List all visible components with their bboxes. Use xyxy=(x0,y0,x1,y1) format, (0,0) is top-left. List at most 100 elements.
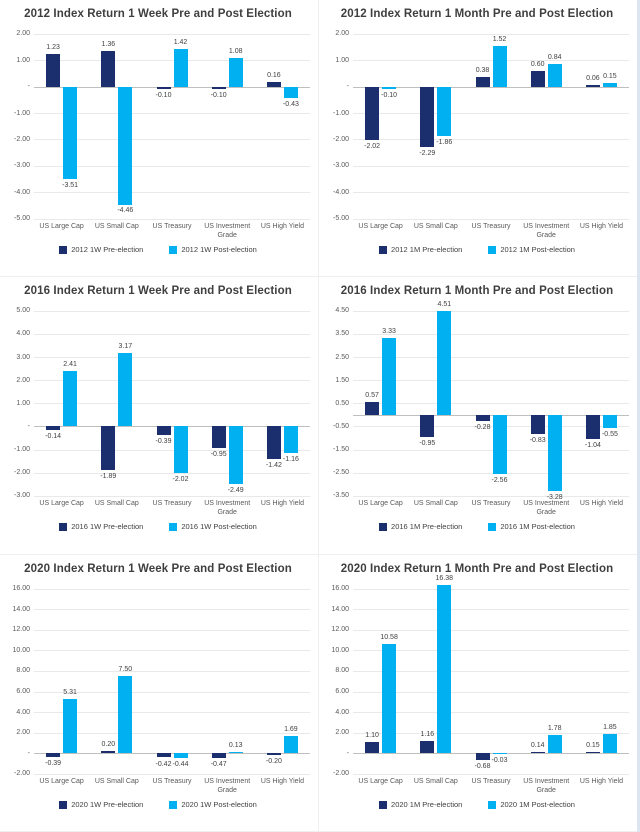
gridline xyxy=(353,588,629,590)
y-tick-label: -1.50 xyxy=(333,446,349,454)
y-axis: 2.00 1.00 - -1.00 -2.00 -3.00 -4.00 -5.00 xyxy=(325,30,353,222)
bar-value-label: -1.04 xyxy=(584,441,601,449)
x-category-label: US High Yield xyxy=(260,222,305,230)
y-tick-label: -4.00 xyxy=(333,188,349,196)
y-tick-label: 4.00 xyxy=(335,708,349,716)
bar-value-label: -0.39 xyxy=(155,438,172,446)
bar-post xyxy=(118,676,133,754)
gridline xyxy=(34,60,310,62)
bar-post xyxy=(602,82,617,87)
x-category-label: US Large Cap xyxy=(39,499,84,507)
chart-2016-1-week: 2016 Index Return 1 Week Pre and Post El… xyxy=(0,277,319,555)
plot-wrap: 5.00 4.00 3.00 2.00 1.00 - -1.00 -2.00 -3.00 -0.… xyxy=(6,307,310,499)
legend: 2016 1W Pre-election 2016 1W Post-electio… xyxy=(6,522,310,531)
gridline xyxy=(34,472,310,474)
bar-post xyxy=(63,370,78,427)
x-category-label: US Investment Grade xyxy=(523,222,570,239)
legend-marker-pre xyxy=(59,522,68,531)
bar-value-label: 0.15 xyxy=(603,72,617,80)
bar-value-label: 1.23 xyxy=(46,44,60,52)
bar-pre xyxy=(46,54,61,87)
y-tick-label: - xyxy=(27,749,30,757)
zero-axis-line xyxy=(353,753,629,755)
bar-post xyxy=(492,46,507,87)
gridline xyxy=(34,218,310,220)
bar-value-label: -0.44 xyxy=(172,760,189,768)
bar-post xyxy=(547,734,562,754)
x-category-label: US Investment Grade xyxy=(523,777,570,794)
bar-pre xyxy=(46,426,61,430)
legend-label: 2020 1M Post-election xyxy=(500,800,575,810)
plot-wrap: 2.00 1.00 - -1.00 -2.00 -3.00 -4.00 -5.00 -2.02… xyxy=(325,30,629,222)
x-axis: US Large Cap US Small Cap US Treasury US In… xyxy=(34,223,310,241)
gridline xyxy=(34,773,310,775)
x-category-label: US Large Cap xyxy=(39,222,84,230)
gridline xyxy=(34,691,310,693)
y-tick-label: 1.00 xyxy=(16,399,30,407)
plot-area: 1.23 -3.51 1.36 -4.46 -0.10 1.42 -0.10 1.08 0.16… xyxy=(34,33,310,220)
zero-axis-line xyxy=(34,86,310,88)
x-category-label: US Treasury xyxy=(471,777,511,785)
zero-axis-line xyxy=(34,753,310,755)
x-category-label: US Investment Grade xyxy=(204,777,251,794)
bar-value-label: -0.39 xyxy=(45,760,62,768)
bar-value-label: 0.38 xyxy=(475,66,490,74)
bar-pre xyxy=(475,414,490,422)
y-tick-label: -3.00 xyxy=(333,162,349,170)
bar-pre xyxy=(365,86,380,141)
y-axis: 16.00 14.00 12.00 10.00 8.00 6.00 4.00 2.00 - -2.… xyxy=(6,585,34,777)
y-tick-label: 2.50 xyxy=(335,353,349,361)
gridline xyxy=(353,495,629,497)
bar-pre xyxy=(530,751,545,754)
y-axis: 16.00 14.00 12.00 10.00 8.00 6.00 4.00 2.00 - -2.… xyxy=(325,585,353,778)
bar-value-label: 2.41 xyxy=(63,360,77,368)
legend-label: 2012 1M Pre-election xyxy=(391,245,463,255)
y-tick-label: - xyxy=(346,83,349,91)
bar-value-label: 3.33 xyxy=(382,327,396,335)
bar-value-label: -2.02 xyxy=(364,142,381,150)
chart-title: 2020 Index Return 1 Month Pre and Post E… xyxy=(340,563,614,575)
bar-value-label: -4.46 xyxy=(117,207,134,215)
bar-post xyxy=(173,753,188,758)
legend-label: 2020 1W Pre-election xyxy=(71,800,144,810)
gridline xyxy=(34,712,310,714)
legend-label: 2016 1M Post-election xyxy=(500,522,575,532)
y-tick-label: 4.50 xyxy=(335,307,349,315)
legend: 2020 1W Pre-election 2020 1W Post-electio… xyxy=(6,800,310,809)
legend-item: 2020 1M Post-election xyxy=(488,800,575,809)
bar-pre xyxy=(420,86,435,148)
bar-value-label: -0.95 xyxy=(210,451,227,459)
x-category-label: US Treasury xyxy=(471,499,511,507)
bar-value-label: -2.02 xyxy=(172,476,189,484)
y-tick-label: -4.00 xyxy=(14,188,30,196)
bar-value-label: -0.10 xyxy=(155,92,172,100)
bar-value-label: -0.42 xyxy=(155,760,172,768)
bar-pre xyxy=(475,753,490,761)
y-axis: 4.50 3.50 2.50 1.50 0.50 -0.50 -1.50 -2.50 -3.50 xyxy=(325,307,353,499)
bar-value-label: 0.13 xyxy=(228,741,243,749)
legend-marker-pre xyxy=(379,522,388,531)
x-category-label: US Treasury xyxy=(152,777,192,785)
y-tick-label: 16.00 xyxy=(12,585,30,593)
bar-post xyxy=(228,426,243,484)
legend-label: 2012 1W Post-election xyxy=(181,245,257,255)
legend-item: 2016 1M Pre-election xyxy=(379,522,462,531)
gridline xyxy=(353,192,629,194)
legend: 2016 1M Pre-election 2016 1M Post-electio… xyxy=(325,522,629,531)
gridline xyxy=(34,609,310,611)
x-axis: US Large Cap US Small Cap US Treasury US In… xyxy=(34,778,310,796)
gridline xyxy=(34,588,310,590)
gridline xyxy=(34,139,310,141)
bar-value-label: 7.50 xyxy=(118,666,133,674)
page-edge-strip xyxy=(637,0,640,832)
y-tick-label: -2.00 xyxy=(333,770,349,778)
y-tick-label: 10.00 xyxy=(12,646,30,654)
legend-item: 2012 1M Post-election xyxy=(488,245,575,254)
bar-value-label: -1.89 xyxy=(100,473,117,481)
plot-wrap: 16.00 14.00 12.00 10.00 8.00 6.00 4.00 2.00 - -2.… xyxy=(325,575,629,778)
bar-post xyxy=(63,698,78,754)
gridline xyxy=(353,60,629,62)
bar-value-label: 0.84 xyxy=(547,54,562,62)
bar-value-label: 1.85 xyxy=(603,724,617,732)
legend-marker-post xyxy=(169,522,178,531)
